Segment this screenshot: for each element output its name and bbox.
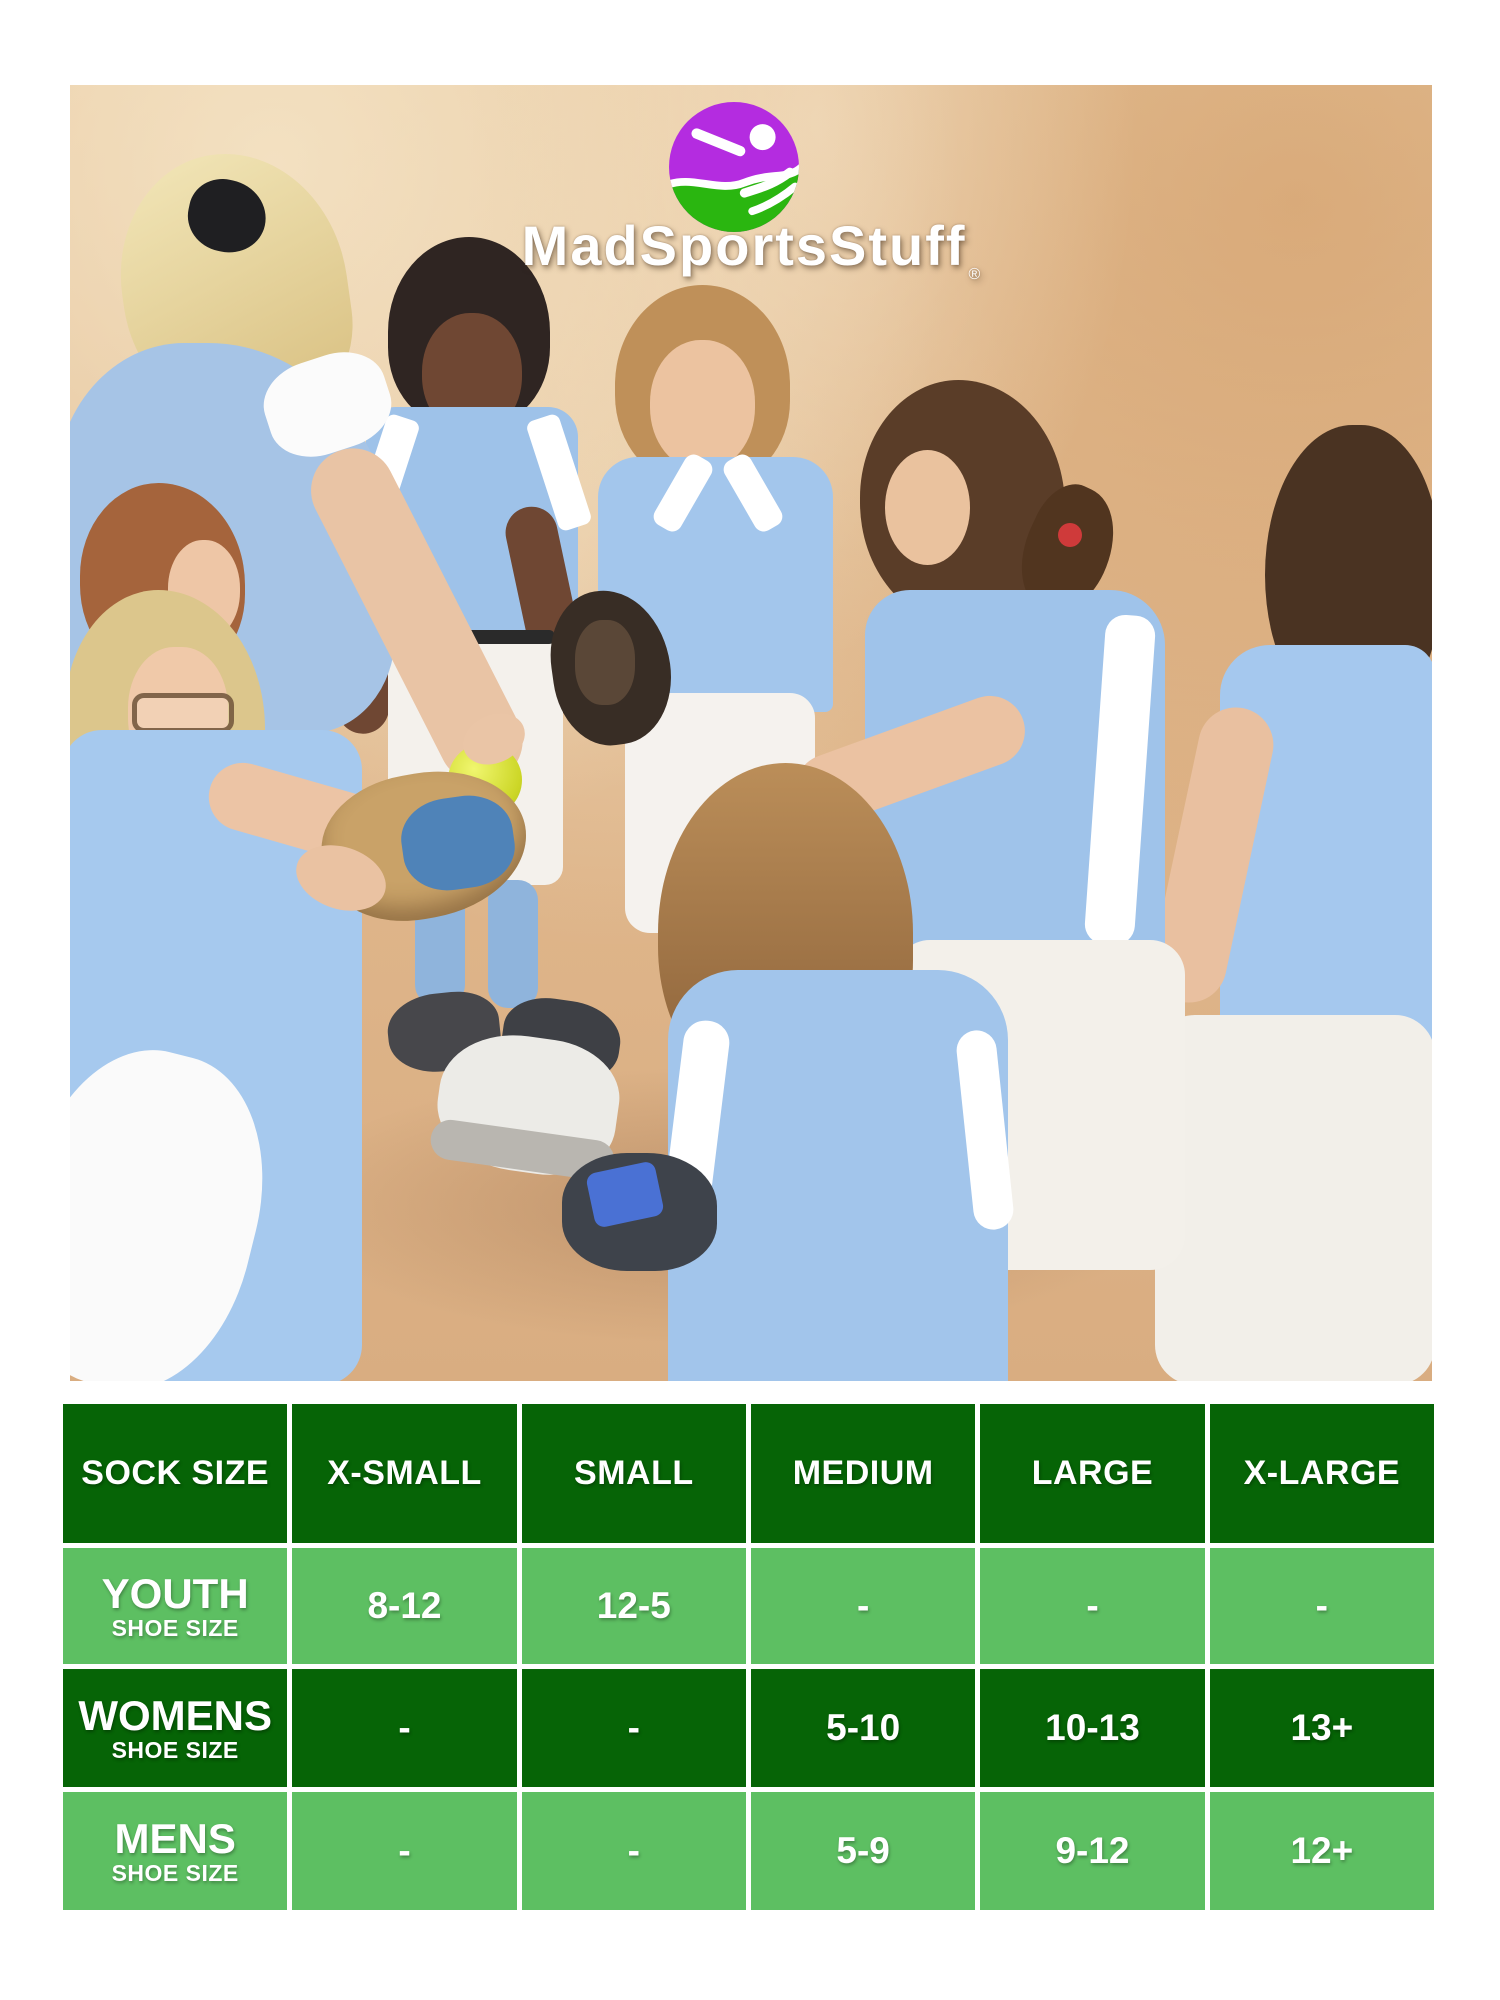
glasses xyxy=(132,693,234,733)
mens-small-value: - xyxy=(521,1792,746,1910)
mens-x-small-value: - xyxy=(292,1792,517,1910)
womens-x-large-value: 13+ xyxy=(1209,1669,1434,1787)
mens-large-value: 9-12 xyxy=(980,1792,1205,1910)
player-center-right-face xyxy=(650,340,755,470)
womens-large-value: 10-13 xyxy=(980,1669,1205,1787)
youth-small-value: 12-5 xyxy=(521,1548,746,1664)
brand-logo-icon xyxy=(669,102,799,232)
mens-x-large-value: 12+ xyxy=(1209,1792,1434,1910)
player-far-right-jersey xyxy=(1220,645,1432,1075)
youth-x-large-value: - xyxy=(1209,1548,1434,1664)
registered-trademark: ® xyxy=(968,266,981,283)
brand-name: MadSportsStuff xyxy=(521,214,967,277)
header-large: LARGE xyxy=(980,1404,1205,1543)
player-center-sock xyxy=(488,880,538,1008)
player-far-right-pants xyxy=(1155,1015,1432,1381)
womens-medium-value: 5-10 xyxy=(750,1669,976,1787)
player-right-hair-tie xyxy=(1058,523,1082,547)
womens-small-value: - xyxy=(521,1669,746,1787)
row-label-text: YOUTH xyxy=(101,1569,249,1617)
sock-size-chart: SOCK SIZE X-SMALL SMALL MEDIUM LARGE X-L… xyxy=(63,1404,1434,1910)
youth-large-value: - xyxy=(980,1548,1205,1664)
youth-x-small-value: 8-12 xyxy=(292,1548,517,1664)
row-label-mens: MENS SHOE SIZE xyxy=(63,1792,288,1910)
row-label-youth: YOUTH SHOE SIZE xyxy=(63,1548,288,1664)
header-x-small: X-SMALL xyxy=(292,1404,517,1543)
row-sublabel-text: SHOE SIZE xyxy=(111,1615,239,1642)
row-label-text: WOMENS xyxy=(78,1691,272,1739)
row-sublabel-text: SHOE SIZE xyxy=(111,1737,239,1764)
womens-x-small-value: - xyxy=(292,1669,517,1787)
header-medium: MEDIUM xyxy=(750,1404,976,1543)
header-x-large: X-LARGE xyxy=(1209,1404,1434,1543)
row-label-womens: WOMENS SHOE SIZE xyxy=(63,1669,288,1787)
header-sock-size: SOCK SIZE xyxy=(63,1404,288,1543)
row-sublabel-text: SHOE SIZE xyxy=(111,1860,239,1887)
header-small: SMALL xyxy=(521,1404,746,1543)
player-right-face xyxy=(885,450,970,565)
player-swing-circle-icon xyxy=(669,102,799,232)
youth-medium-value: - xyxy=(750,1548,976,1664)
mens-medium-value: 5-9 xyxy=(750,1792,976,1910)
team-photo: MadSportsStuff ® xyxy=(70,85,1432,1381)
row-label-text: MENS xyxy=(114,1814,236,1862)
dark-glove-pocket xyxy=(575,620,635,705)
brand-wordmark: MadSportsStuff ® xyxy=(70,213,1432,283)
